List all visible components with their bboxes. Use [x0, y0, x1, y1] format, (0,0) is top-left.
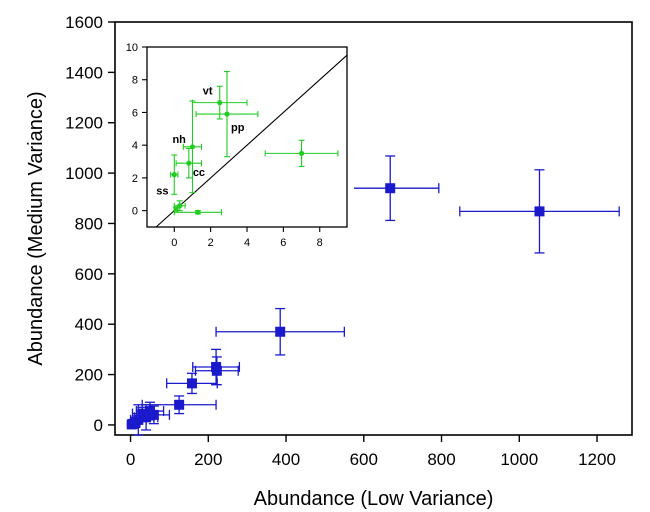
inset-point-label: cc: [193, 167, 205, 179]
data-point: [126, 419, 137, 430]
inset-x-tick-label: 4: [244, 237, 250, 249]
inset-x-tick-label: 8: [317, 237, 323, 249]
inset-data-marker: [171, 172, 177, 178]
y-tick-label: 1000: [65, 164, 103, 183]
plot-frame: [114, 21, 633, 436]
x-axis-label: Abundance (Low Variance): [254, 488, 494, 510]
inset-x-tick-label: 0: [171, 237, 177, 249]
inset-data-point: [264, 139, 339, 168]
data-marker: [534, 206, 545, 217]
inset-y-tick-label: 10: [126, 42, 138, 54]
inset-data-point: [173, 209, 223, 216]
inset-plot: 0 2 4 6 8 0 2 4 6 8 10 vt pp nh cc ss: [118, 30, 354, 262]
main-plot: 0 200 400 600 800 1000 12000200400600800100012…: [25, 13, 633, 510]
inset-x-tick-label: 6: [280, 237, 286, 249]
x-tick-label: 0: [126, 450, 135, 469]
x-tick-label: 200: [194, 450, 222, 469]
data-point: [166, 372, 218, 395]
inset-point-label: nh: [172, 134, 186, 146]
inset-data-marker: [186, 160, 192, 166]
inset-data-marker: [224, 111, 230, 117]
inset-data-marker: [217, 100, 223, 106]
x-tick-label: 1000: [500, 450, 538, 469]
data-marker: [211, 365, 222, 376]
y-tick-label: 400: [75, 315, 103, 334]
y-tick-label: 1200: [65, 114, 103, 133]
y-tick-label: 1400: [65, 63, 103, 82]
inset-point-label: pp: [231, 122, 245, 134]
data-point: [459, 169, 620, 254]
inset-point-label: vt: [203, 86, 213, 98]
inset-data-point: [170, 154, 179, 195]
y-tick-label: 800: [75, 214, 103, 233]
x-tick-label: 400: [272, 450, 300, 469]
y-tick-label: 600: [75, 265, 103, 284]
inset-point-label: ss: [156, 186, 168, 198]
y-axis-label: Abundance (Medium Variance): [25, 91, 47, 365]
inset-x-tick-label: 2: [208, 237, 214, 249]
inset-data-marker: [298, 150, 305, 156]
inset-data-marker: [173, 206, 179, 212]
data-marker: [275, 326, 286, 337]
y-tick-label: 0: [94, 416, 103, 435]
inset-data-point: [195, 70, 259, 158]
y-tick-label: 1600: [65, 13, 103, 32]
inset-y-tick-label: 4: [132, 140, 138, 152]
data-point: [215, 307, 345, 356]
data-marker: [174, 399, 185, 410]
inset-background: [118, 30, 354, 262]
data-marker: [126, 419, 137, 430]
x-tick-label: 600: [350, 450, 378, 469]
inset-data-point: [191, 85, 248, 120]
inset-y-tick-label: 6: [132, 107, 138, 119]
data-marker: [144, 406, 155, 417]
inset-y-tick-label: 2: [132, 173, 138, 185]
inset-y-tick-label: 8: [132, 75, 138, 87]
identity-line: [155, 54, 348, 228]
inset-data-marker: [195, 209, 201, 215]
data-marker: [186, 378, 197, 389]
x-tick-label: 1200: [578, 450, 616, 469]
x-tick-label: 800: [427, 450, 455, 469]
y-tick-label: 200: [75, 366, 103, 385]
inset-data-point: [173, 206, 180, 212]
data-marker: [385, 183, 396, 194]
inset-y-tick-label: 0: [132, 206, 138, 218]
data-marker: [137, 408, 148, 419]
inset-data-point: [175, 147, 203, 179]
data-point: [340, 155, 440, 222]
